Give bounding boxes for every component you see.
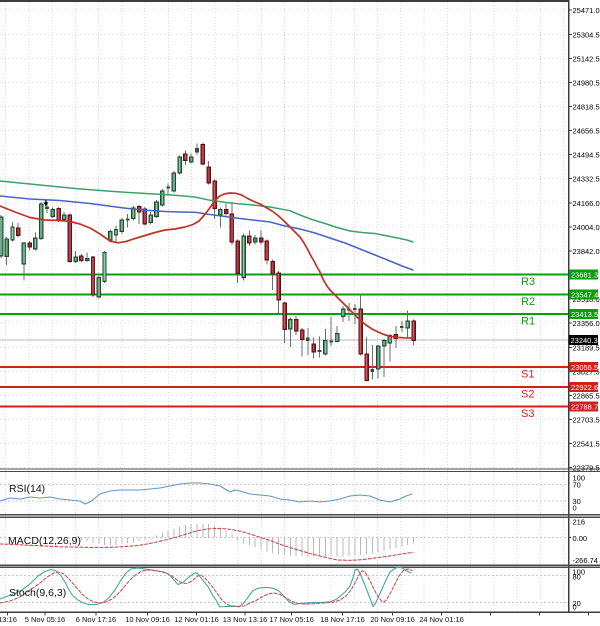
svg-text:24 Nov 01:16: 24 Nov 01:16 xyxy=(419,615,464,624)
svg-text:R1: R1 xyxy=(521,316,535,328)
svg-text:70: 70 xyxy=(573,481,581,490)
svg-text:24494.5: 24494.5 xyxy=(573,151,600,160)
svg-text:6 Nov 17:16: 6 Nov 17:16 xyxy=(76,615,116,624)
svg-text:MACD(12,26,9): MACD(12,26,9) xyxy=(8,535,81,547)
svg-text:13:16: 13:16 xyxy=(0,615,17,624)
svg-text:22865.5: 22865.5 xyxy=(573,391,600,400)
svg-text:30: 30 xyxy=(573,497,581,506)
svg-text:12 Nov 01:16: 12 Nov 01:16 xyxy=(174,615,219,624)
svg-text:R2: R2 xyxy=(521,296,535,308)
svg-text:23189.5: 23189.5 xyxy=(573,344,600,353)
svg-text:23056.5: 23056.5 xyxy=(571,363,598,372)
svg-text:25142.5: 25142.5 xyxy=(573,55,600,64)
svg-text:24004.0: 24004.0 xyxy=(573,223,600,232)
svg-text:24818.5: 24818.5 xyxy=(573,103,600,112)
svg-text:25304.5: 25304.5 xyxy=(573,31,600,40)
svg-text:23413.5: 23413.5 xyxy=(571,310,598,319)
svg-text:100: 100 xyxy=(573,474,586,483)
svg-text:22788.7: 22788.7 xyxy=(571,403,598,412)
svg-text:RSI(14): RSI(14) xyxy=(9,483,45,495)
svg-text:Stoch(9,6,3): Stoch(9,6,3) xyxy=(9,587,66,599)
svg-text:S1: S1 xyxy=(521,368,534,380)
svg-text:20 Nov 09:16: 20 Nov 09:16 xyxy=(370,615,415,624)
svg-text:23842.0: 23842.0 xyxy=(573,247,600,256)
svg-text:22379.5: 22379.5 xyxy=(573,463,600,472)
svg-text:24166.0: 24166.0 xyxy=(573,199,600,208)
svg-text:23240.3: 23240.3 xyxy=(571,336,598,345)
svg-text:20: 20 xyxy=(573,599,581,608)
svg-text:-266.74: -266.74 xyxy=(573,556,598,565)
svg-text:17 Nov 05:16: 17 Nov 05:16 xyxy=(269,615,314,624)
svg-text:18 Nov 17:16: 18 Nov 17:16 xyxy=(320,615,365,624)
svg-text:25471.0: 25471.0 xyxy=(573,6,600,15)
svg-text:100: 100 xyxy=(573,567,586,576)
svg-text:S3: S3 xyxy=(521,408,534,420)
svg-text:22703.5: 22703.5 xyxy=(573,415,600,424)
svg-text:24332.5: 24332.5 xyxy=(573,174,600,183)
svg-text:23681.3: 23681.3 xyxy=(571,271,598,280)
svg-text:24656.5: 24656.5 xyxy=(573,127,600,136)
svg-text:10 Nov 09:16: 10 Nov 09:16 xyxy=(125,615,170,624)
svg-text:80: 80 xyxy=(573,573,581,582)
svg-text:22541.5: 22541.5 xyxy=(573,439,600,448)
svg-text:216: 216 xyxy=(573,518,586,527)
svg-text:13 Nov 13:16: 13 Nov 13:16 xyxy=(223,615,268,624)
svg-text:23356.0: 23356.0 xyxy=(573,319,600,328)
svg-text:0: 0 xyxy=(573,602,577,611)
svg-text:S2: S2 xyxy=(521,389,534,401)
svg-text:0.00: 0.00 xyxy=(573,534,588,543)
svg-text:24980.5: 24980.5 xyxy=(573,79,600,88)
svg-text:22922.6: 22922.6 xyxy=(571,383,598,392)
svg-text:5 Nov 05:16: 5 Nov 05:16 xyxy=(25,615,65,624)
svg-text:0: 0 xyxy=(573,504,577,513)
svg-text:23547.4: 23547.4 xyxy=(571,291,598,300)
svg-text:R3: R3 xyxy=(521,276,535,288)
svg-text:23027.5: 23027.5 xyxy=(573,368,600,377)
